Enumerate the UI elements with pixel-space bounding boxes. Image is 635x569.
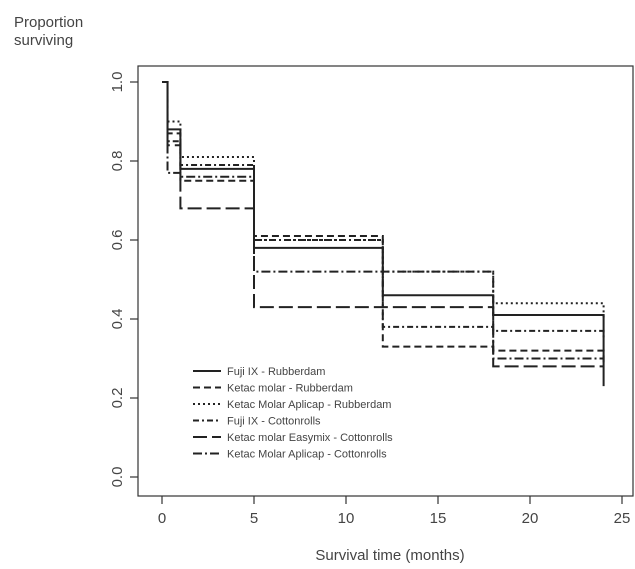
x-axis-label: Survival time (months) [315, 547, 464, 564]
legend-label-1: Fuji IX - Rubberdam [227, 366, 325, 378]
legend-label-5: Ketac molar Easymix - Cottonrolls [227, 432, 393, 444]
y-tick-label: 0.2 [109, 388, 126, 409]
x-tick-label: 25 [614, 510, 631, 527]
y-tick-label: 0.6 [109, 230, 126, 251]
legend-label-3: Ketac Molar Aplicap - Rubberdam [227, 399, 391, 411]
y-axis-label: Proportion surviving [14, 14, 83, 50]
legend-label-4: Fuji IX - Cottonrolls [227, 416, 321, 428]
x-tick-label: 10 [338, 510, 355, 527]
x-tick-label: 15 [430, 510, 447, 527]
x-tick-label: 5 [250, 510, 258, 527]
y-tick-label: 0.4 [109, 309, 126, 330]
plot-frame [137, 65, 634, 497]
y-axis-label-line1: Proportion [14, 14, 84, 31]
y-axis-label-line2: surviving [14, 32, 74, 49]
x-tick-label: 20 [522, 510, 539, 527]
y-tick-label: 1.0 [109, 72, 126, 93]
legend-label-6: Ketac Molar Aplicap - Cottonrolls [227, 449, 387, 461]
series-line-4 [162, 81, 605, 339]
series-line-6 [162, 81, 604, 360]
legend-label-2: Ketac molar - Rubberdam [227, 383, 353, 395]
y-tick-label: 0.8 [109, 151, 126, 172]
x-tick-label: 0 [158, 510, 166, 527]
y-tick-label: 0.0 [109, 467, 126, 488]
